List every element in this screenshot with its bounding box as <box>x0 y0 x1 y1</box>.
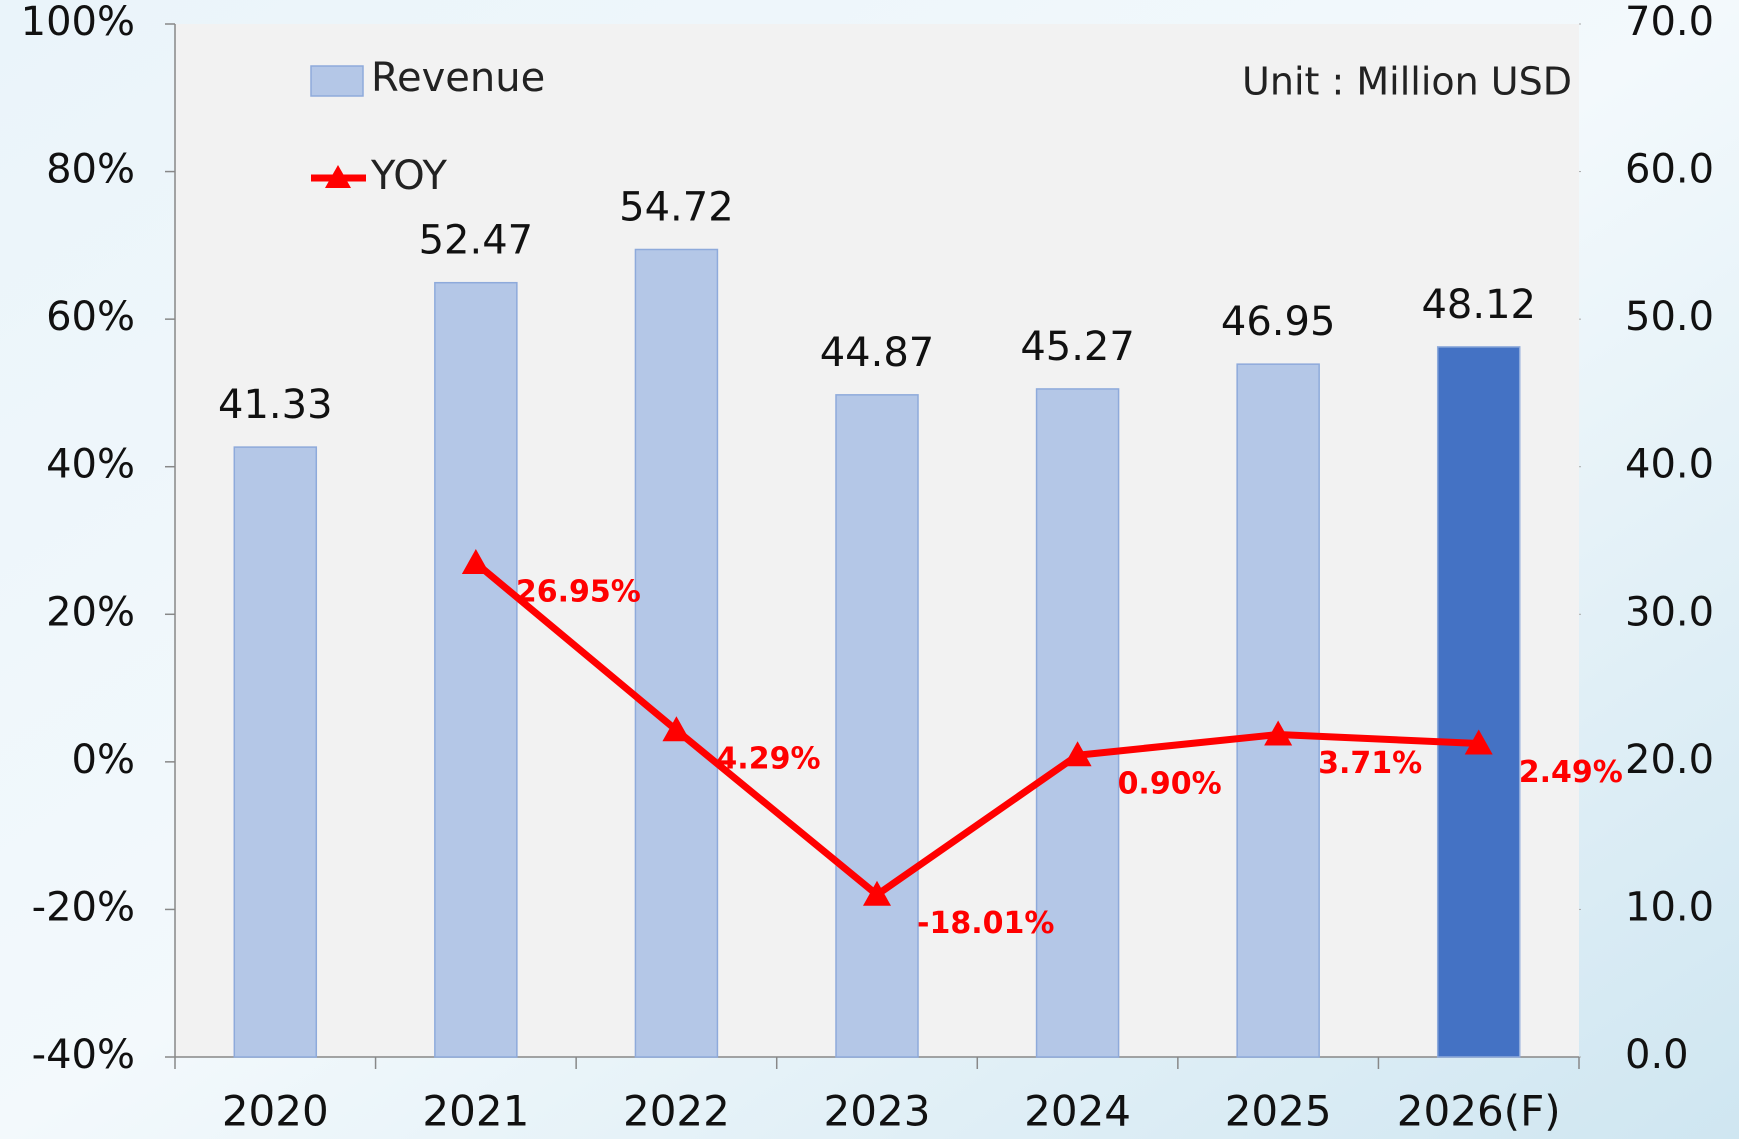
bar <box>835 394 919 1058</box>
legend-marker <box>325 165 351 188</box>
line-value-label: 0.90% <box>1118 767 1222 802</box>
legend-swatch <box>310 65 364 97</box>
y-tick-label: -40% <box>32 1032 135 1078</box>
line-value-label: 2.49% <box>1519 755 1623 790</box>
bar <box>233 446 318 1058</box>
line-marker <box>662 716 691 742</box>
bar-value-label: 41.33 <box>218 382 333 428</box>
bar-value-label: 52.47 <box>419 218 534 264</box>
x-tick-label: 2023 <box>824 1087 931 1136</box>
y-tick-label: 0% <box>72 737 135 783</box>
bar <box>634 248 719 1058</box>
y-tick-label: 40% <box>46 442 135 488</box>
bar <box>1236 363 1320 1058</box>
y2-tick-label: 20.0 <box>1625 737 1714 783</box>
x-tick-label: 2022 <box>623 1087 730 1136</box>
x-tick-label: 2026(F) <box>1397 1087 1561 1136</box>
y2-tick-label: 0.0 <box>1625 1032 1689 1078</box>
y-tick-label: 60% <box>46 294 135 340</box>
line-marker <box>1063 741 1092 767</box>
y-tick-label: -20% <box>32 884 135 930</box>
bar <box>1035 388 1120 1058</box>
x-tick-label: 2020 <box>222 1087 329 1136</box>
x-tick-label: 2021 <box>422 1087 529 1136</box>
line-value-label: -18.01% <box>917 906 1054 941</box>
y2-tick-label: 70.0 <box>1625 0 1714 45</box>
x-tick-label: 2024 <box>1024 1087 1131 1136</box>
y-tick-label: 20% <box>46 589 135 635</box>
bar <box>1436 346 1521 1058</box>
y2-tick-label: 30.0 <box>1625 589 1714 635</box>
bar <box>434 281 518 1058</box>
line-marker <box>1264 720 1293 746</box>
bar-value-label: 48.12 <box>1421 282 1536 328</box>
legend-label: Revenue <box>371 55 545 101</box>
line-marker <box>1464 729 1493 755</box>
y-tick-label: 100% <box>21 0 135 45</box>
line-marker <box>461 549 490 575</box>
y2-tick-label: 60.0 <box>1625 147 1714 193</box>
y2-tick-label: 50.0 <box>1625 294 1714 340</box>
bar-value-label: 44.87 <box>820 330 935 376</box>
y2-tick-label: 10.0 <box>1625 884 1714 930</box>
line-marker <box>863 880 891 906</box>
line <box>473 560 1479 899</box>
x-tick-label: 2025 <box>1225 1087 1332 1136</box>
line-value-label: 3.71% <box>1318 746 1422 781</box>
line-value-label: 4.29% <box>716 742 820 777</box>
unit-annotation: Unit : Million USD <box>1242 60 1572 104</box>
bar-value-label: 45.27 <box>1020 324 1135 370</box>
legend-label: YOY <box>370 153 448 199</box>
y-tick-label: 80% <box>46 147 135 193</box>
bar-value-label: 46.95 <box>1221 299 1336 345</box>
line-value-label: 26.95% <box>516 575 641 610</box>
bar-value-label: 54.72 <box>619 184 734 230</box>
y2-tick-label: 40.0 <box>1625 442 1714 488</box>
